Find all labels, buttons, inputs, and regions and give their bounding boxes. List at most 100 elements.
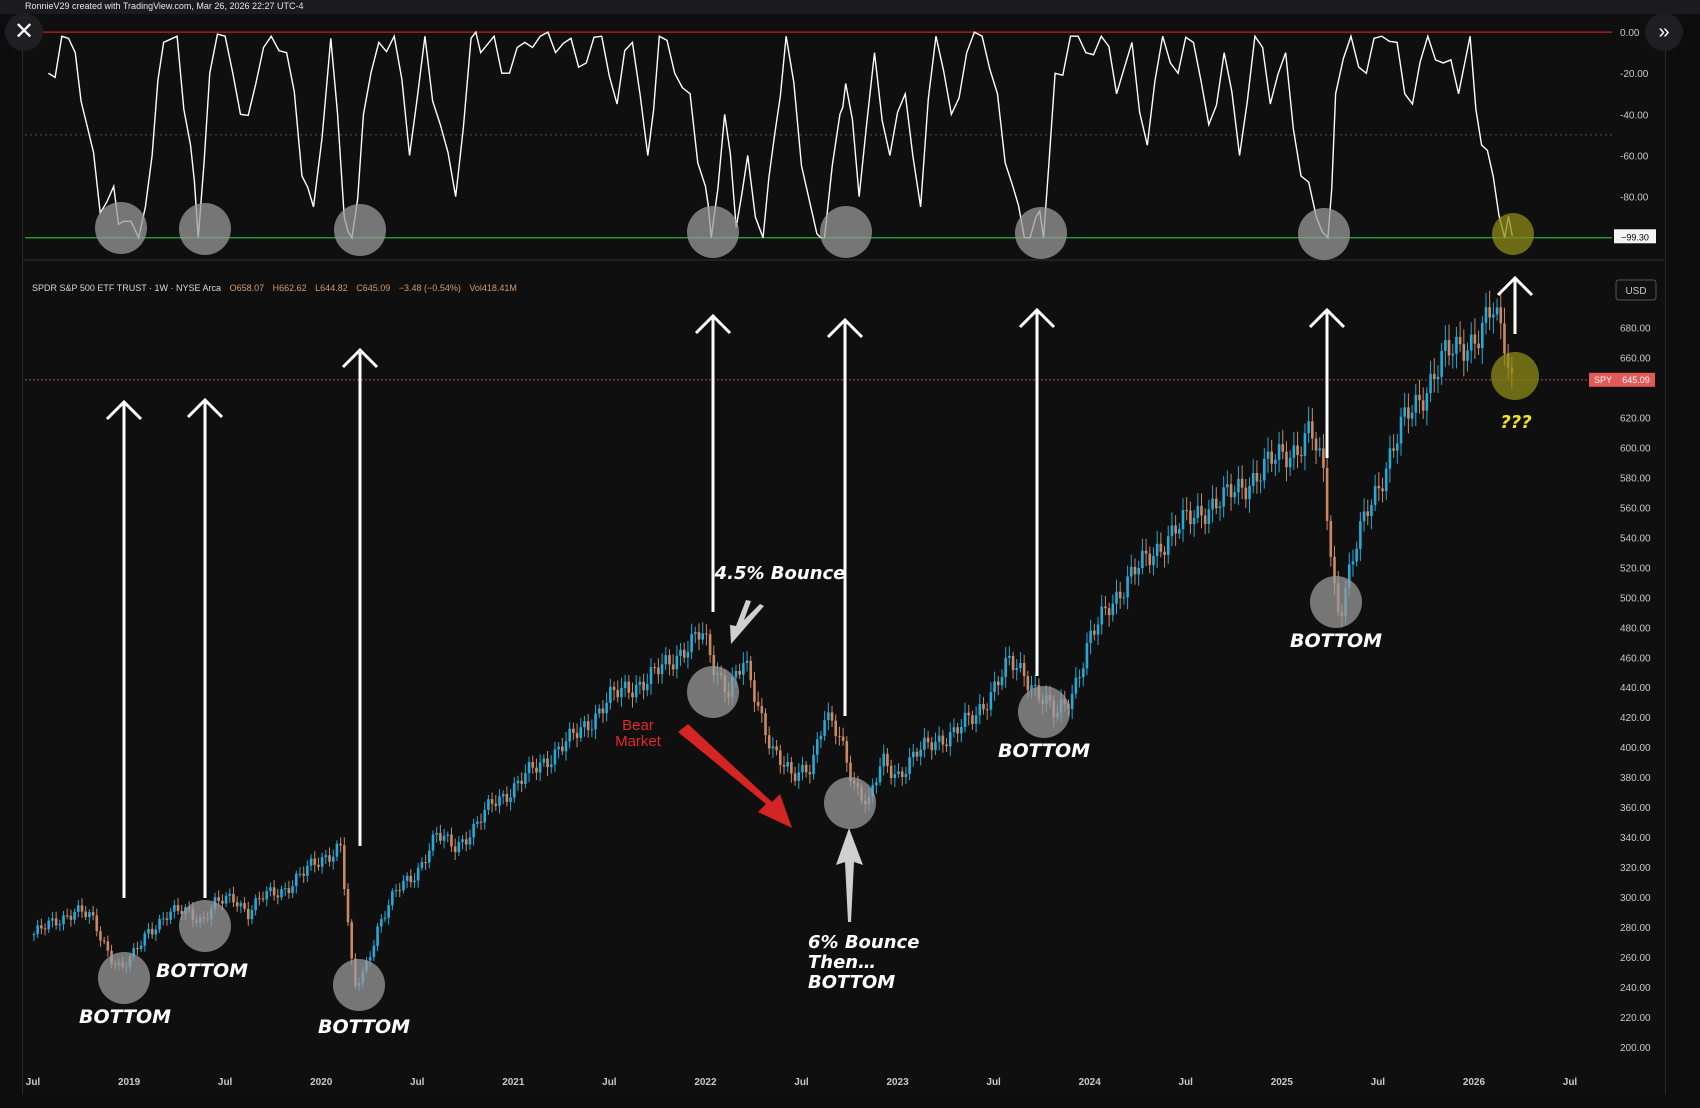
price-tick-label: 540.00	[1620, 533, 1651, 544]
candle-body	[838, 736, 841, 738]
candle-body	[1303, 433, 1307, 457]
candle-body	[139, 945, 143, 949]
candle-body	[1166, 536, 1170, 555]
candle-body	[1414, 394, 1418, 413]
candle-body	[682, 649, 686, 658]
candle-body	[368, 957, 372, 961]
candle-body	[627, 681, 631, 693]
candle-body	[272, 887, 276, 896]
candle-body	[132, 948, 136, 957]
candle-body	[1144, 550, 1148, 554]
candle-body	[88, 912, 91, 918]
candle-body	[786, 762, 789, 767]
close-icon[interactable]: ✕	[5, 13, 43, 51]
candle-body	[158, 918, 161, 930]
candle-body	[405, 875, 409, 881]
candle-body	[1008, 655, 1011, 658]
candle-body	[1322, 448, 1325, 468]
x-tick-label: 2019	[118, 1077, 141, 1088]
candle-body	[317, 864, 320, 867]
price-bottom-circle	[824, 777, 876, 829]
candle-body	[1392, 448, 1395, 451]
candle-body	[1104, 606, 1107, 609]
candle-body	[753, 680, 756, 702]
candle-body	[331, 856, 335, 862]
candle-body	[1421, 400, 1425, 411]
chevron-double-right-icon[interactable]: »	[1645, 13, 1683, 51]
legend-low: L644.82	[315, 283, 348, 293]
price-current-circle	[1491, 352, 1539, 400]
candle-body	[638, 681, 642, 685]
candle-body	[1396, 443, 1399, 451]
candle-body	[494, 803, 498, 806]
candle-body	[572, 728, 575, 733]
price-tick-label: 520.00	[1620, 563, 1651, 574]
candle-body	[686, 651, 690, 658]
candle-body	[58, 924, 62, 926]
oscillator-tick-label: -60.00	[1620, 151, 1649, 162]
candle-body	[457, 842, 461, 853]
candle-body	[1373, 485, 1377, 505]
candle-body	[254, 898, 257, 911]
candle-body	[1233, 492, 1237, 498]
price-tick-label: 560.00	[1620, 503, 1651, 514]
candle-body	[1292, 445, 1296, 458]
currency-box[interactable]	[1615, 279, 1657, 301]
candle-body	[546, 758, 549, 768]
x-tick-label: 2026	[1463, 1077, 1486, 1088]
bear-market-label-1: Bear	[622, 717, 654, 734]
gray-arrow-up	[836, 828, 863, 922]
candle-body	[1296, 445, 1299, 456]
arrow-head	[341, 347, 379, 369]
candle-body	[51, 918, 54, 921]
oscillator-line	[48, 30, 1514, 240]
candle-body	[767, 735, 771, 749]
candle-body	[372, 945, 376, 958]
candle-body	[1440, 350, 1443, 377]
candle-body	[830, 712, 834, 721]
candle-body	[147, 928, 150, 934]
candle-body	[1237, 478, 1240, 493]
candle-body	[1351, 561, 1355, 565]
candle-body	[402, 880, 405, 891]
x-tick-label: Jul	[602, 1077, 617, 1088]
candle-body	[834, 720, 838, 737]
candle-body	[376, 926, 379, 946]
candle-body	[712, 655, 716, 675]
candle-body	[1299, 455, 1303, 457]
price-badge-value: 645.09	[1622, 375, 1650, 385]
candle-body	[705, 633, 708, 635]
candle-body	[1159, 543, 1163, 552]
candle-body	[1015, 668, 1019, 671]
candle-body	[235, 902, 239, 907]
candle-body	[180, 910, 184, 914]
candle-body	[631, 692, 634, 698]
candle-body	[1019, 662, 1022, 669]
candle-body	[963, 712, 967, 727]
candle-body	[930, 742, 934, 751]
price-tick-label: 200.00	[1620, 1043, 1651, 1054]
x-tick-label: Jul	[26, 1077, 41, 1088]
gray-arrow-shape	[730, 600, 764, 644]
candle-body	[1307, 421, 1310, 434]
candle-body	[697, 632, 701, 640]
bottom-label-4: BOTTOM	[998, 740, 1090, 762]
candle-body	[1366, 511, 1370, 517]
candle-body	[1436, 376, 1440, 380]
candle-body	[32, 934, 36, 936]
candle-body	[490, 799, 494, 804]
candle-body	[590, 729, 594, 731]
candle-body	[996, 681, 1000, 686]
candle-body	[306, 865, 309, 876]
candle-body	[36, 925, 39, 935]
candle-body	[43, 928, 47, 930]
price-tick-label: 480.00	[1620, 623, 1651, 634]
candle-body	[642, 681, 645, 691]
candle-body	[258, 898, 261, 900]
candle-body	[450, 834, 453, 847]
candle-body	[1004, 657, 1007, 678]
candle-body	[1081, 668, 1085, 678]
candle-body	[442, 835, 446, 841]
candle-body	[609, 686, 612, 703]
candle-body	[1011, 655, 1015, 671]
